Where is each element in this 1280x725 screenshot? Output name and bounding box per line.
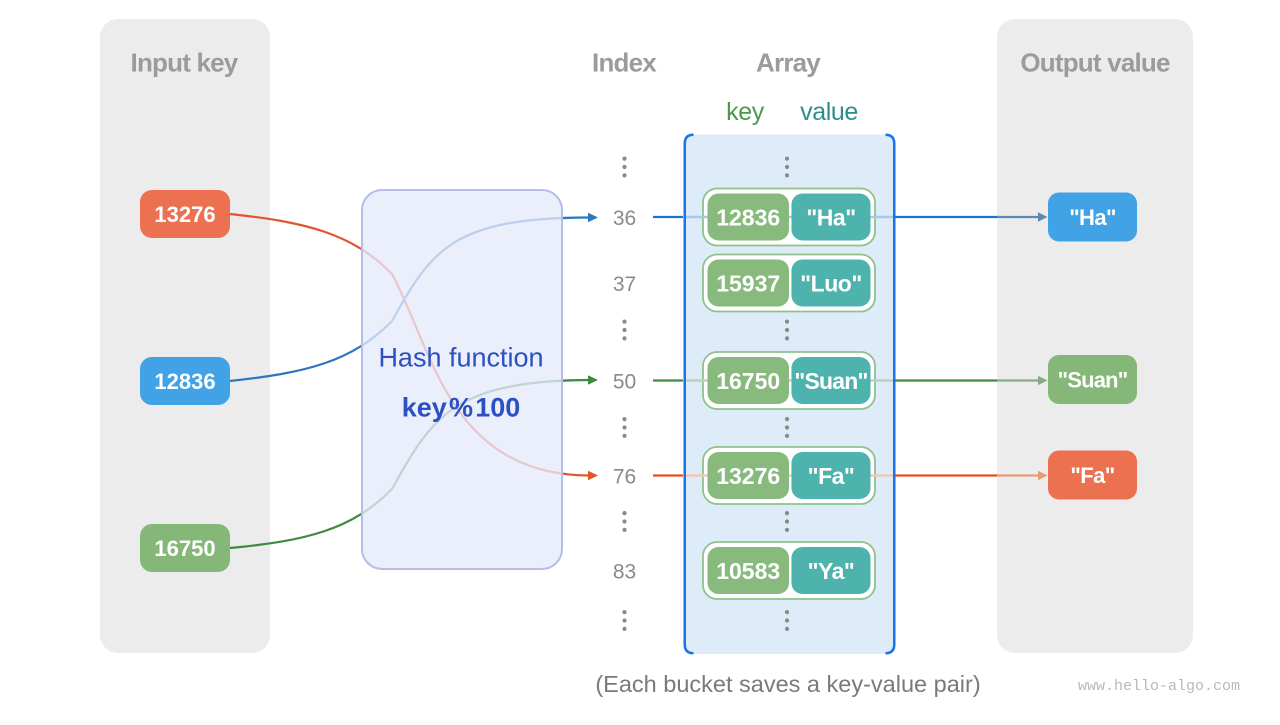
svg-text:"Ha": "Ha" bbox=[806, 204, 855, 230]
svg-text:"Ha": "Ha" bbox=[1069, 205, 1116, 230]
svg-text:"Luo": "Luo" bbox=[800, 270, 861, 296]
svg-text:"Suan": "Suan" bbox=[794, 368, 867, 394]
svg-text:Input key: Input key bbox=[131, 48, 239, 78]
svg-text:83: 83 bbox=[613, 561, 636, 584]
svg-text:"Suan": "Suan" bbox=[1058, 368, 1128, 393]
svg-text:Index: Index bbox=[592, 48, 657, 78]
svg-text:76: 76 bbox=[613, 466, 636, 489]
svg-text:12836: 12836 bbox=[716, 204, 780, 230]
svg-text:"Fa": "Fa" bbox=[1070, 463, 1114, 488]
svg-text:Output value: Output value bbox=[1020, 48, 1170, 78]
svg-text:16750: 16750 bbox=[716, 368, 780, 394]
svg-text:12836: 12836 bbox=[154, 369, 215, 394]
svg-text:50: 50 bbox=[613, 371, 636, 394]
svg-text:16750: 16750 bbox=[154, 536, 215, 561]
svg-text:key % 100: key % 100 bbox=[402, 393, 521, 423]
svg-text:value: value bbox=[800, 98, 858, 126]
svg-text:36: 36 bbox=[613, 207, 636, 230]
svg-text:"Ya": "Ya" bbox=[808, 558, 855, 584]
svg-text:(Each bucket saves a key-value: (Each bucket saves a key-value pair) bbox=[595, 671, 980, 697]
svg-text:37: 37 bbox=[613, 273, 636, 296]
svg-text:"Fa": "Fa" bbox=[808, 463, 855, 489]
svg-text:13276: 13276 bbox=[716, 463, 780, 489]
svg-text:10583: 10583 bbox=[716, 558, 780, 584]
svg-text:Array: Array bbox=[756, 48, 821, 78]
svg-text:13276: 13276 bbox=[154, 202, 215, 227]
svg-text:www.hello-algo.com: www.hello-algo.com bbox=[1078, 678, 1240, 695]
svg-text:15937: 15937 bbox=[716, 270, 780, 296]
svg-text:Hash function: Hash function bbox=[378, 343, 543, 373]
svg-text:key: key bbox=[726, 98, 765, 126]
